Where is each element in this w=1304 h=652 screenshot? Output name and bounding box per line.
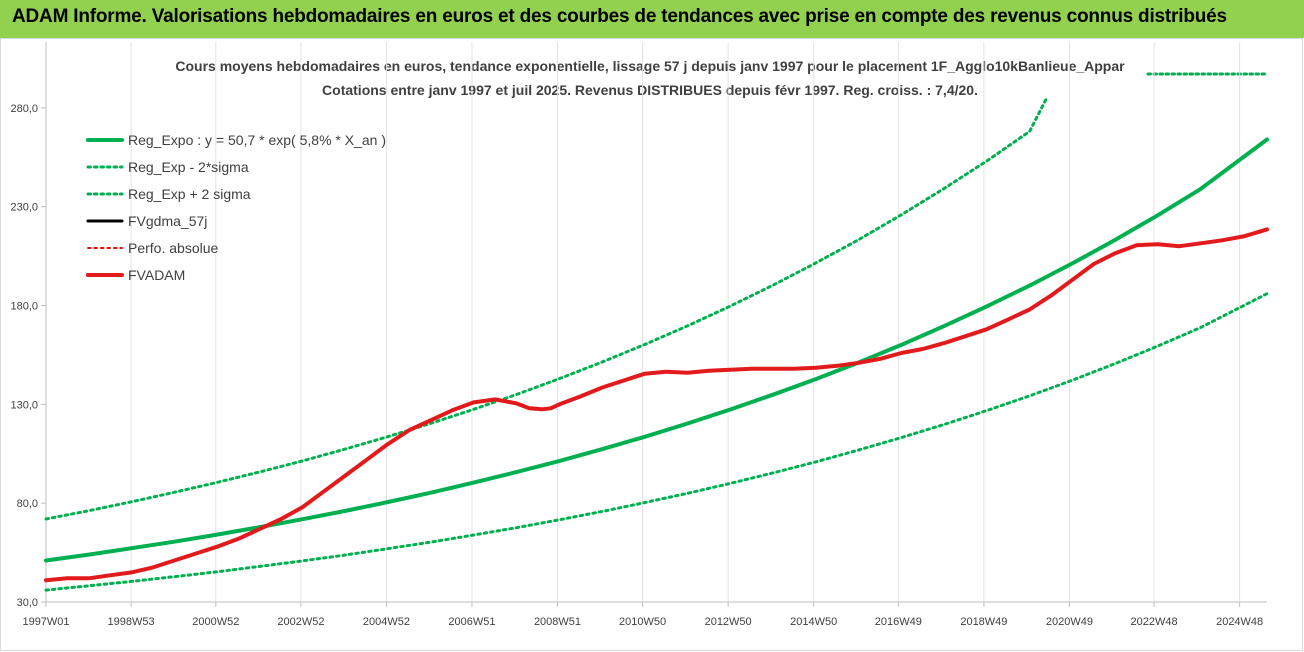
x-tick-label: 1997W01 (22, 616, 69, 628)
chart-series (44, 96, 1269, 592)
x-tick-label: 2016W49 (875, 616, 922, 628)
y-tick-label: 230,0 (10, 202, 38, 214)
y-tick-label: 80,0 (17, 498, 38, 510)
x-tick-label: 2010W50 (619, 616, 666, 628)
series-line-1 (44, 292, 1269, 592)
x-tick-label: 2006W51 (448, 616, 495, 628)
x-tick-label: 2018W49 (960, 616, 1007, 628)
chart-legend: Reg_Expo : y = 50,7 * exp( 5,8% * X_an )… (86, 132, 386, 283)
chart-axes: 1997W01 1998W53 2000W52 2002W52 2004W52 2006W… (10, 42, 1267, 628)
legend-label-3: FVgdma_57j (128, 213, 207, 229)
report-banner: ADAM Informe. Valorisations hebdomadaire… (0, 0, 1304, 38)
x-tick-label: 2008W51 (534, 616, 581, 628)
x-tick-label: 2020W49 (1046, 616, 1093, 628)
legend-label-0: Reg_Expo : y = 50,7 * exp( 5,8% * X_an ) (128, 132, 386, 148)
x-tick-label: 1998W53 (108, 616, 155, 628)
chart-title: Cours moyens hebdomadaires en euros, ten… (175, 58, 1125, 74)
legend-label-1: Reg_Exp - 2*sigma (128, 159, 249, 175)
x-tick-label: 2000W52 (192, 616, 239, 628)
report-title: ADAM Informe. Valorisations hebdomadaire… (12, 6, 1227, 27)
y-tick-label: 280,0 (10, 103, 38, 115)
series-line-5 (44, 227, 1269, 583)
x-tick-label: 2024W48 (1216, 616, 1263, 628)
x-tick-label: 2004W52 (363, 616, 410, 628)
legend-label-4: Perfo. absolue (128, 240, 218, 256)
x-tick-label: 2002W52 (277, 616, 324, 628)
y-tick-label: 180,0 (10, 301, 38, 313)
x-tick-label: 2012W50 (705, 616, 752, 628)
x-tick-label: 2022W48 (1131, 616, 1178, 628)
y-tick-label: 30,0 (17, 597, 38, 609)
chart-grid (45, 42, 1241, 602)
x-tick-label: 2014W50 (790, 616, 837, 628)
legend-label-5: FVADAM (128, 267, 185, 283)
chart-frame (0, 38, 1303, 651)
series-line-2 (44, 96, 1049, 521)
y-tick-label: 130,0 (10, 399, 38, 411)
legend-label-2: Reg_Exp + 2 sigma (128, 186, 251, 202)
series-line-0 (44, 137, 1269, 563)
chart-subtitle: Cotations entre janv 1997 et juil 2025. … (322, 82, 978, 98)
